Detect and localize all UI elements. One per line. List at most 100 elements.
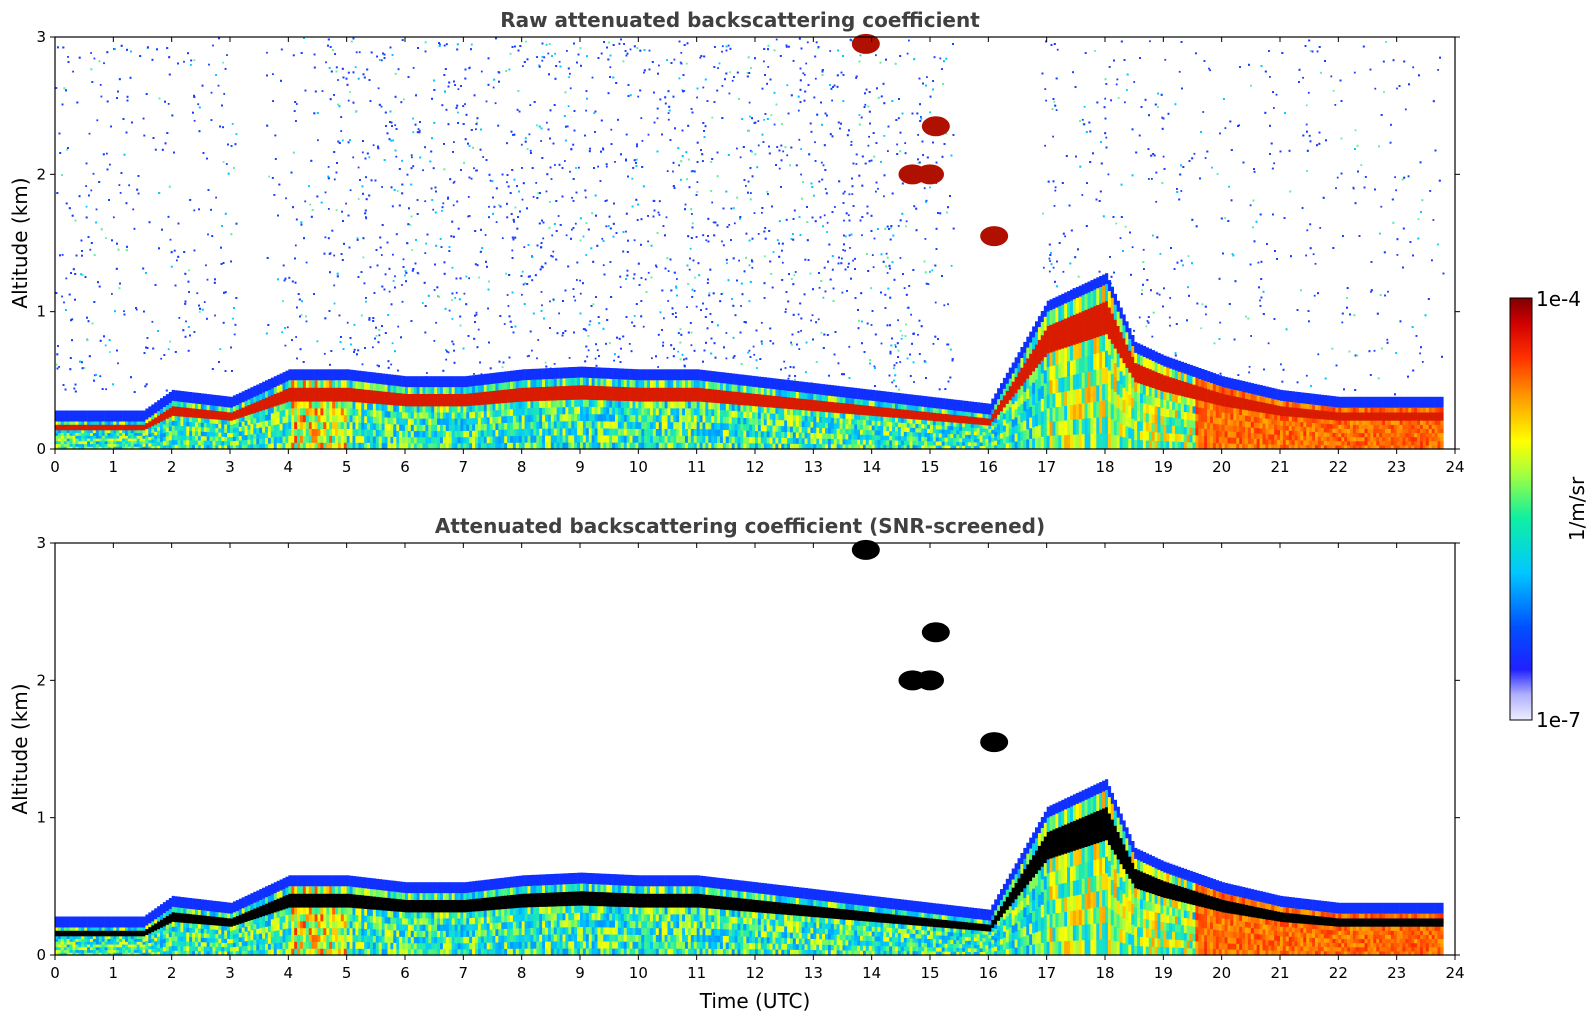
- noise-pixel: [896, 143, 898, 146]
- noise-pixel: [797, 313, 800, 316]
- noise-pixel: [943, 143, 946, 145]
- noise-pixel: [1252, 199, 1255, 202]
- noise-pixel: [394, 275, 396, 278]
- noise-pixel: [105, 388, 107, 391]
- noise-pixel: [535, 182, 538, 184]
- noise-pixel: [408, 207, 410, 210]
- noise-pixel: [341, 210, 343, 213]
- noise-pixel: [837, 362, 840, 365]
- noise-pixel: [787, 377, 790, 380]
- noise-pixel: [356, 237, 359, 240]
- noise-pixel: [579, 292, 582, 295]
- noise-pixel: [445, 108, 448, 111]
- noise-pixel: [877, 228, 879, 230]
- noise-pixel: [512, 134, 514, 136]
- noise-pixel: [426, 372, 428, 374]
- noise-pixel: [501, 237, 504, 240]
- noise-pixel: [883, 135, 886, 137]
- noise-pixel: [913, 381, 915, 383]
- noise-pixel: [403, 98, 405, 101]
- noise-pixel: [837, 49, 839, 52]
- noise-pixel: [593, 112, 596, 115]
- noise-pixel: [749, 281, 752, 283]
- noise-pixel: [657, 366, 659, 368]
- noise-pixel: [1310, 385, 1312, 387]
- noise-pixel: [753, 353, 756, 356]
- noise-pixel: [108, 339, 111, 341]
- noise-pixel: [65, 277, 68, 280]
- noise-pixel: [206, 157, 208, 160]
- noise-pixel: [451, 299, 453, 301]
- noise-pixel: [443, 44, 446, 47]
- noise-pixel: [793, 274, 796, 277]
- noise-pixel: [925, 84, 927, 87]
- noise-pixel: [198, 304, 200, 307]
- noise-pixel: [424, 146, 426, 149]
- noise-pixel: [602, 148, 605, 151]
- noise-pixel: [453, 141, 455, 143]
- noise-pixel: [304, 200, 307, 203]
- noise-pixel: [317, 139, 319, 142]
- noise-pixel: [166, 132, 169, 134]
- noise-pixel: [1081, 118, 1084, 121]
- noise-pixel: [272, 73, 274, 75]
- noise-pixel: [767, 193, 769, 195]
- noise-pixel: [932, 88, 934, 91]
- noise-pixel: [193, 331, 196, 333]
- noise-pixel: [516, 227, 519, 230]
- noise-pixel: [824, 112, 827, 115]
- noise-pixel: [384, 111, 387, 114]
- noise-pixel: [903, 287, 906, 289]
- noise-pixel: [753, 212, 756, 214]
- noise-pixel: [1148, 178, 1150, 180]
- noise-pixel: [798, 348, 801, 350]
- noise-pixel: [572, 288, 575, 290]
- noise-pixel: [506, 216, 509, 219]
- noise-pixel: [305, 320, 308, 323]
- noise-pixel: [1181, 87, 1183, 90]
- noise-pixel: [553, 363, 556, 365]
- noise-pixel: [488, 173, 491, 176]
- noise-pixel: [498, 204, 500, 206]
- noise-pixel: [1335, 187, 1337, 190]
- noise-pixel: [476, 121, 478, 124]
- noise-pixel: [845, 235, 847, 238]
- noise-pixel: [1208, 67, 1210, 70]
- noise-pixel: [154, 148, 157, 151]
- noise-pixel: [790, 278, 793, 280]
- noise-pixel: [1302, 134, 1305, 137]
- noise-pixel: [636, 145, 638, 148]
- noise-pixel: [792, 366, 795, 369]
- noise-pixel: [647, 240, 649, 243]
- noise-pixel: [870, 159, 873, 162]
- noise-pixel: [852, 162, 855, 165]
- noise-pixel: [1188, 160, 1191, 162]
- noise-pixel: [587, 349, 590, 352]
- noise-pixel: [858, 174, 861, 177]
- noise-pixel: [454, 84, 456, 86]
- noise-pixel: [627, 239, 629, 242]
- noise-pixel: [932, 343, 935, 345]
- noise-pixel: [353, 348, 356, 351]
- noise-pixel: [295, 336, 297, 338]
- noise-pixel: [433, 340, 436, 342]
- noise-pixel: [775, 38, 778, 41]
- noise-pixel: [666, 170, 669, 172]
- noise-pixel: [636, 219, 639, 221]
- noise-pixel: [805, 62, 808, 65]
- noise-pixel: [473, 167, 475, 170]
- noise-pixel: [445, 43, 448, 46]
- noise-pixel: [362, 192, 364, 195]
- noise-pixel: [1320, 71, 1322, 74]
- noise-pixel: [416, 199, 419, 201]
- noise-pixel: [198, 208, 200, 211]
- noise-pixel: [375, 335, 378, 337]
- noise-pixel: [823, 333, 826, 336]
- noise-pixel: [929, 186, 931, 189]
- noise-pixel: [327, 208, 330, 210]
- noise-pixel: [810, 130, 813, 133]
- noise-pixel: [597, 165, 599, 168]
- noise-pixel: [585, 345, 588, 348]
- noise-pixel: [220, 246, 222, 249]
- noise-pixel: [274, 134, 277, 137]
